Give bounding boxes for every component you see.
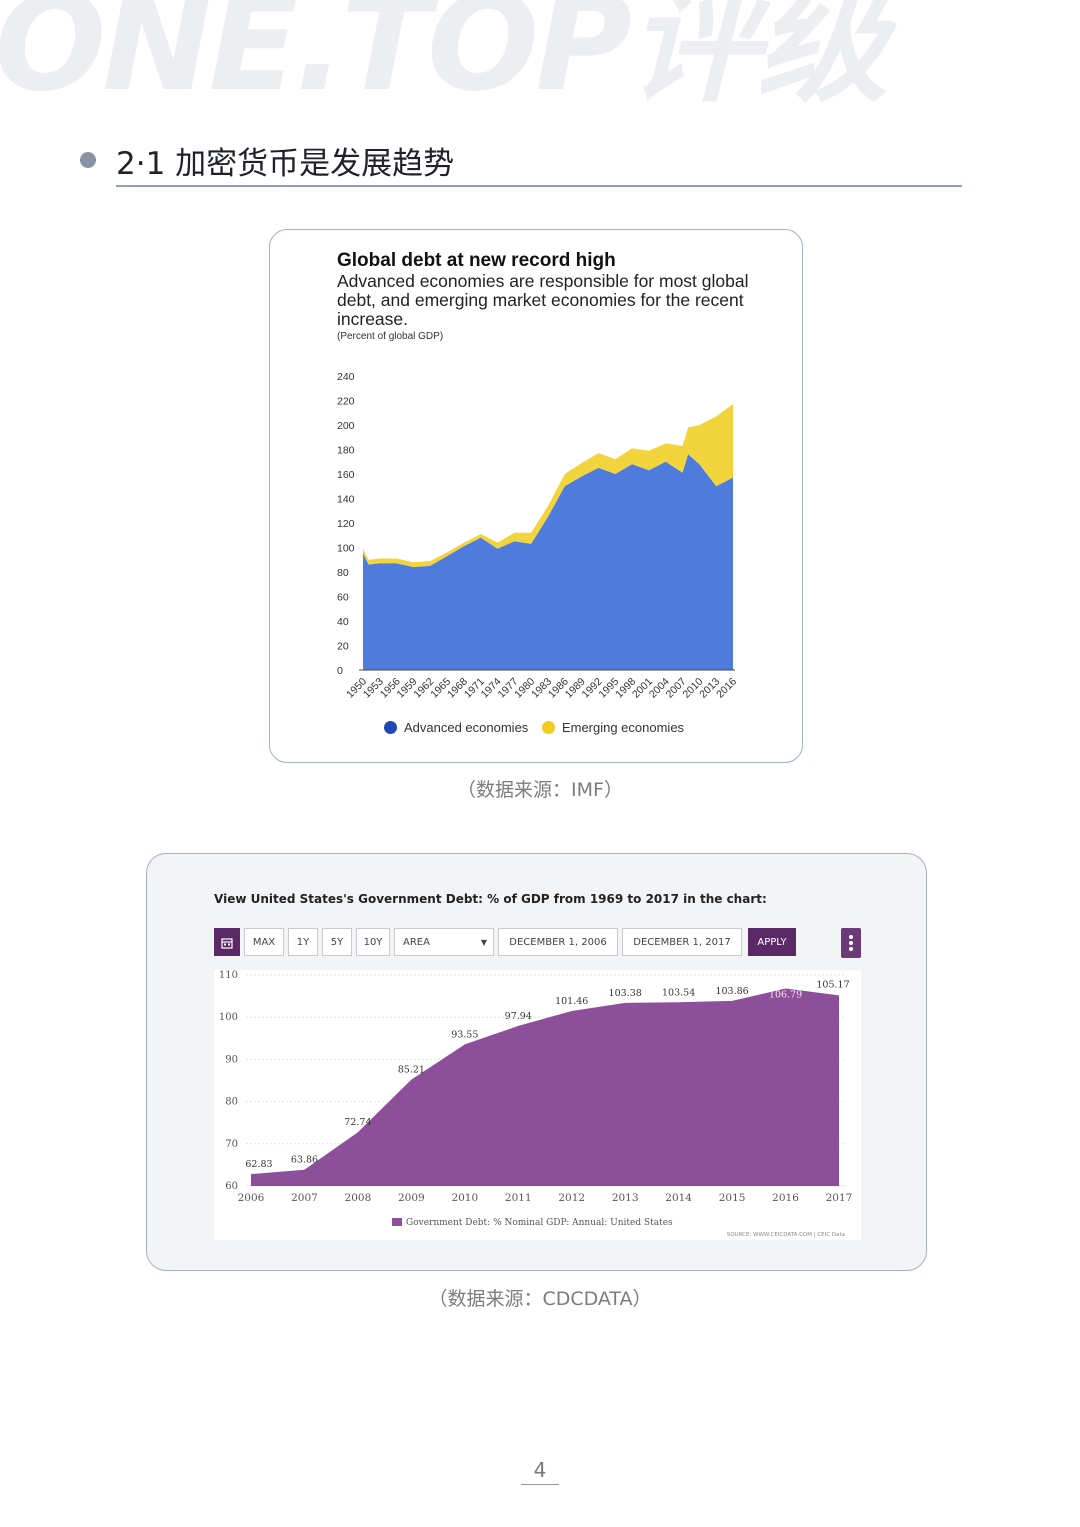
y-tick-label: 0 [337,665,343,677]
y-tick-label: 100 [337,543,355,555]
global-debt-area-chart: 0204060801001201401601802002202401950195… [337,371,739,701]
bullet-icon [80,152,96,168]
legend-dot-icon [541,721,555,734]
figure-us-gov-debt: View United States's Government Debt: % … [146,853,927,1271]
range-max-button[interactable]: MAX [244,928,284,956]
data-label: 101.46 [555,996,588,1007]
legend-item-emerging: Emerging economies [541,720,685,735]
data-label: 105.17 [816,979,849,990]
chart-type-select[interactable]: AREA ▼ [394,928,494,956]
y-tick-label: 40 [337,616,349,628]
y-tick-label: 160 [337,469,355,481]
caret-down-icon: ▼ [480,938,487,947]
figure-caption: （数据来源：CDCDATA） [428,1288,652,1310]
x-tick-label: 2012 [558,1192,585,1204]
chart-unit-label: (Percent of global GDP) [337,331,444,342]
range-10y-button[interactable]: 10Y [356,928,390,956]
y-tick-label: 60 [225,1181,238,1192]
chart-source: SOURCE: WWW.CEICDATA.COM | CEIC Data [726,1232,845,1238]
y-tick-label: 80 [225,1097,238,1108]
chart-title: Global debt at new record high [337,250,616,271]
more-options-icon[interactable] [841,928,861,958]
x-tick-label: 2011 [505,1192,532,1204]
legend-label: Government Debt: % Nominal GDP: Annual: … [406,1218,673,1228]
y-tick-label: 140 [337,494,355,506]
advanced-economies-area [363,454,733,670]
calendar-button[interactable] [214,928,240,956]
watermark-logo: ONE.TOP评级 [0,0,888,121]
data-label: 93.55 [451,1029,478,1040]
chart-subtitle: Advanced economies are responsible for m… [337,271,749,329]
section-header: 2·1 加密货币是发展趋势 [80,138,962,188]
section-title: 2·1 加密货币是发展趋势 [116,146,455,182]
legend-dot-icon [384,721,397,734]
x-tick-label: 2013 [612,1192,639,1204]
section-divider [116,185,962,187]
x-tick-label: 2009 [398,1192,425,1204]
y-tick-label: 200 [337,420,355,432]
apply-button[interactable]: APPLY [748,928,796,956]
x-tick-label: 2006 [238,1192,265,1204]
legend-label: Advanced economies [404,720,529,735]
us-gov-debt-area-chart: 60 70 80 90 100 110 2006 2007 2008 2009 2010 2011 20… [219,970,853,1204]
data-label: 106.79 [769,990,802,1001]
y-tick-label: 180 [337,445,355,457]
range-1y-button[interactable]: 1Y [288,928,318,956]
data-label: 72.74 [344,1117,371,1128]
x-tick-label: 2016 [772,1192,799,1204]
data-label: 103.86 [715,986,748,997]
x-tick-label: 2016 [714,676,739,701]
y-tick-label: 240 [337,371,355,383]
data-label: 63.86 [291,1155,318,1166]
start-date-field[interactable]: DECEMBER 1, 2006 [498,928,618,956]
x-tick-label: 2008 [345,1192,372,1204]
chart-toolbar: MAX 1Y 5Y 10Y AREA ▼ DECEMBER 1, 2006 DE… [214,928,862,958]
gov-debt-area [251,988,839,1186]
y-tick-label: 60 [337,592,349,604]
x-tick-label: 2007 [291,1192,318,1204]
end-date-field[interactable]: DECEMBER 1, 2017 [622,928,742,956]
x-tick-label: 2010 [451,1192,478,1204]
y-tick-label: 120 [337,518,355,530]
chart-type-value: AREA [403,937,430,948]
page-number: 4 [533,1458,547,1482]
calendar-icon [221,938,233,949]
figure-caption: （数据来源：IMF） [457,779,623,801]
chart-plot-area: 60 70 80 90 100 110 2006 2007 2008 2009 2010 2011 20… [214,970,861,1240]
data-label: 97.94 [505,1011,532,1022]
legend-item-advanced: Advanced economies [384,720,528,735]
y-tick-label: 110 [219,970,238,981]
x-tick-label: 2015 [719,1192,746,1204]
chart-legend: Government Debt: % Nominal GDP: Annual: … [392,1218,673,1228]
data-label: 103.54 [662,987,695,998]
y-tick-label: 80 [337,567,349,579]
data-label: 85.21 [398,1065,425,1076]
y-tick-label: 90 [225,1054,238,1065]
range-5y-button[interactable]: 5Y [322,928,352,956]
y-tick-label: 20 [337,641,349,653]
figure-global-debt: Global debt at new record high Advanced … [269,229,803,763]
data-label: 103.38 [609,988,642,999]
page-number-underline [521,1484,559,1485]
y-tick-label: 100 [219,1012,238,1023]
chart-legend: Advanced economies Emerging economies [384,720,694,735]
y-tick-label: 70 [225,1139,238,1150]
legend-label: Emerging economies [561,720,685,735]
chart-header: View United States's Government Debt: % … [214,892,767,906]
x-tick-label: 2017 [826,1192,853,1204]
y-tick-label: 220 [337,396,355,408]
x-tick-label: 2014 [665,1192,692,1204]
legend-swatch-icon [392,1218,402,1226]
data-label: 62.83 [245,1159,272,1170]
